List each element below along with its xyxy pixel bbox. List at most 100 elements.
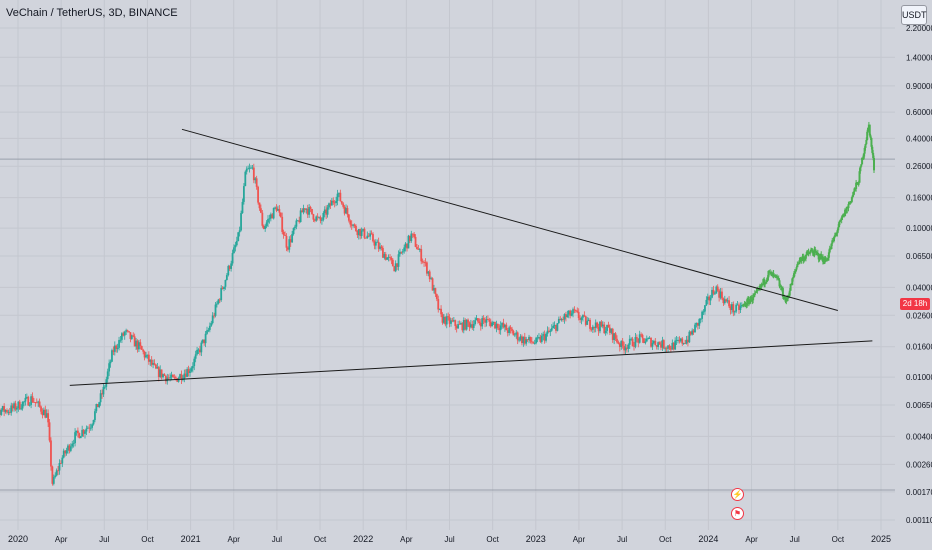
candle-body (532, 342, 535, 344)
candle-body (136, 340, 139, 350)
candle-body (28, 404, 31, 406)
candle-body (352, 224, 355, 226)
candle-body (626, 347, 628, 349)
x-tick-label: 2021 (181, 534, 201, 544)
projection-body (827, 257, 830, 260)
candle-body (399, 251, 401, 255)
candle-body (740, 305, 743, 307)
candle-body (291, 234, 294, 243)
candle-body (193, 358, 196, 367)
projection-body (868, 124, 871, 136)
candle-body (245, 168, 248, 172)
candle-body (661, 340, 664, 348)
candle-body (299, 210, 302, 223)
candle-body (553, 325, 556, 326)
candle-body (457, 324, 460, 329)
candle-body (220, 287, 223, 301)
candle-body (607, 324, 610, 328)
candle-body (590, 328, 593, 330)
candle-body (525, 339, 528, 344)
candle-body (250, 167, 252, 169)
candle-body (451, 320, 454, 322)
projection-body (861, 157, 864, 165)
candle-body (228, 266, 231, 269)
candle-body (298, 220, 301, 223)
candle-body (92, 420, 95, 425)
currency-unit-button[interactable]: USDT (901, 5, 927, 25)
projection-body (820, 254, 823, 259)
candle-body (445, 316, 448, 325)
candle-body (373, 241, 376, 246)
candle-body (675, 340, 678, 341)
projection-body (811, 250, 814, 254)
candle-body (702, 311, 705, 313)
projection-body (748, 300, 751, 305)
projection-body (758, 285, 761, 289)
x-tick-label: Oct (141, 535, 154, 544)
candle-body (557, 318, 560, 324)
candle-body (50, 440, 52, 467)
candle-body (539, 337, 542, 342)
candle-body (658, 342, 661, 345)
candle-body (533, 343, 536, 344)
candle-body (318, 217, 320, 219)
candle-body (1, 406, 4, 411)
lightning-icon[interactable]: ⚡ (731, 488, 744, 501)
projection-body (834, 233, 837, 236)
projection-body (772, 273, 775, 276)
candle-body (379, 246, 381, 249)
candle-body (450, 320, 452, 324)
candle-body (650, 338, 652, 347)
candle-body (106, 371, 109, 380)
candle-body (377, 241, 380, 249)
projection-body (746, 299, 749, 306)
candle-body (587, 319, 590, 321)
candle-body (715, 286, 718, 294)
candle-body (535, 337, 538, 344)
candle-body (515, 332, 518, 335)
candle-body (40, 406, 42, 412)
candle-body (505, 324, 508, 331)
projection-body (850, 197, 853, 202)
candle-body (389, 256, 391, 258)
countdown-price-tag: 2d 18h (900, 298, 930, 310)
projection-body (753, 293, 756, 296)
projection-body (835, 233, 838, 235)
projection-body (866, 131, 869, 140)
projection-body (852, 191, 855, 196)
trendline (181, 128, 838, 311)
candle-body (401, 251, 404, 253)
projection-body (848, 203, 851, 205)
projection-body (830, 243, 833, 250)
candle-body (265, 222, 268, 227)
candle-body (654, 340, 657, 346)
candle-body (706, 296, 709, 300)
candle-body (353, 224, 356, 226)
candle-body (332, 200, 335, 203)
candle-body (180, 374, 183, 380)
candle-body (440, 308, 442, 315)
x-tick-label: 2025 (871, 534, 891, 544)
candle-body (112, 350, 115, 352)
candle-body (38, 401, 41, 407)
candle-body (252, 167, 255, 181)
candle-body (67, 445, 69, 451)
candle-body (177, 378, 180, 382)
candle-body (277, 209, 279, 211)
candle-body (417, 249, 420, 250)
projection-body (816, 252, 819, 254)
candle-body (641, 334, 644, 339)
flag-icon[interactable]: ⚑ (731, 507, 744, 520)
x-tick-label: 2020 (8, 534, 28, 544)
projection-body (813, 249, 816, 256)
projection-body (841, 216, 844, 218)
candle-body (736, 304, 739, 306)
candle-body (3, 406, 6, 412)
candle-body (546, 330, 549, 334)
candle-body (403, 247, 406, 252)
candle-body (321, 219, 323, 221)
